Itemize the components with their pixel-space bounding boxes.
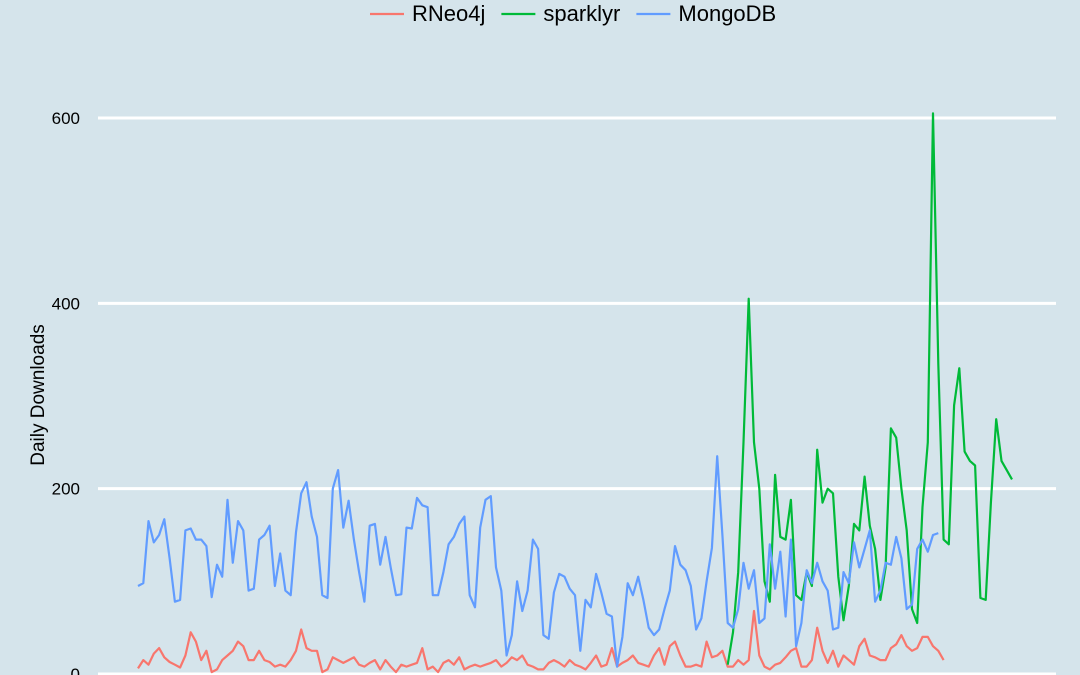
series-lines — [137, 112, 1013, 674]
y-tick-label-400: 400 — [52, 294, 80, 313]
series-line-rneo4j — [137, 609, 945, 674]
y-axis-ticks: 0 200 400 600 — [52, 109, 80, 675]
series-line-mongodb — [137, 455, 939, 668]
series-line-sparklyr — [726, 112, 1013, 665]
gridlines — [98, 116, 1056, 675]
legend: RNeo4j sparklyr MongoDB — [370, 1, 776, 26]
legend-label-mongodb: MongoDB — [678, 1, 776, 26]
y-tick-label-200: 200 — [52, 480, 80, 499]
y-axis-title: Daily Downloads — [28, 324, 49, 466]
y-tick-label-600: 600 — [52, 109, 80, 128]
legend-label-rneo4j: RNeo4j — [412, 1, 485, 26]
y-tick-label-0: 0 — [71, 665, 80, 675]
legend-label-sparklyr: sparklyr — [543, 1, 620, 26]
